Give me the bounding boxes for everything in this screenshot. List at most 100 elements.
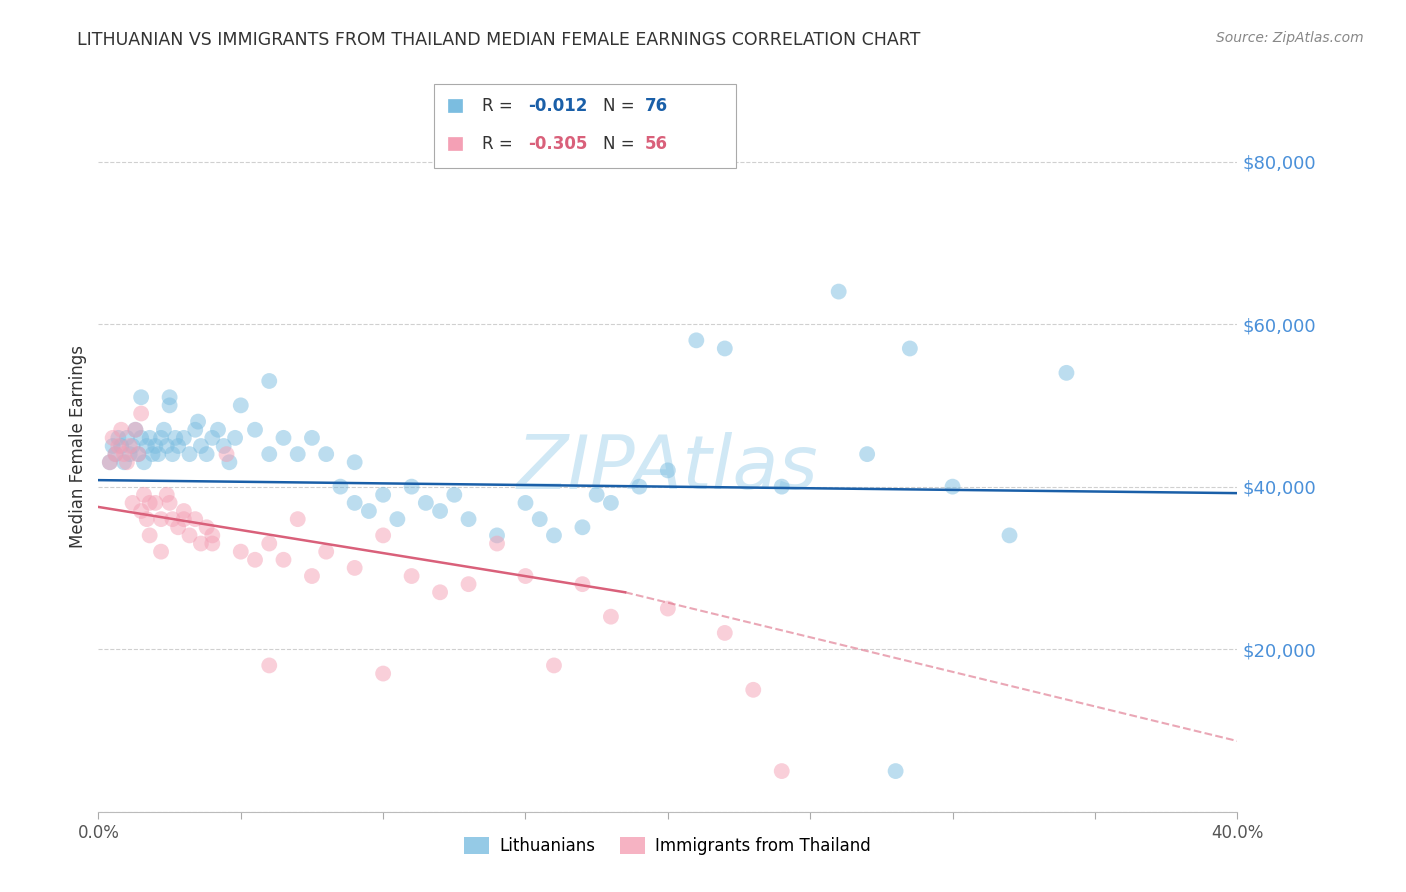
Point bbox=[770, 480, 793, 494]
Point bbox=[138, 496, 160, 510]
Point bbox=[195, 520, 218, 534]
Point bbox=[714, 342, 737, 356]
Point bbox=[132, 455, 155, 469]
Point bbox=[373, 528, 395, 542]
Point bbox=[112, 447, 135, 461]
Point bbox=[129, 390, 152, 404]
Point bbox=[207, 423, 229, 437]
Point bbox=[124, 423, 146, 437]
Point bbox=[159, 496, 181, 510]
Text: -0.305: -0.305 bbox=[527, 135, 588, 153]
Point bbox=[486, 528, 509, 542]
Point bbox=[156, 488, 179, 502]
Point bbox=[124, 423, 146, 437]
Point bbox=[190, 439, 212, 453]
Point bbox=[104, 447, 127, 461]
Point bbox=[387, 512, 409, 526]
Point bbox=[329, 480, 352, 494]
Point bbox=[742, 682, 765, 697]
Point bbox=[373, 666, 395, 681]
Point bbox=[132, 488, 155, 502]
Point bbox=[98, 455, 121, 469]
Point bbox=[212, 439, 235, 453]
Point bbox=[104, 447, 127, 461]
Point bbox=[167, 520, 190, 534]
Point bbox=[543, 528, 565, 542]
Point bbox=[110, 439, 132, 453]
Point bbox=[150, 431, 173, 445]
Point bbox=[429, 504, 451, 518]
Point bbox=[129, 431, 152, 445]
Point bbox=[287, 447, 309, 461]
Point bbox=[138, 431, 160, 445]
Point bbox=[145, 496, 167, 510]
Point bbox=[259, 536, 281, 550]
Point bbox=[195, 447, 218, 461]
Point bbox=[998, 528, 1021, 542]
Point bbox=[259, 658, 281, 673]
Point bbox=[942, 480, 965, 494]
Point bbox=[162, 512, 184, 526]
Point bbox=[259, 447, 281, 461]
Point bbox=[884, 764, 907, 778]
Point bbox=[243, 553, 266, 567]
Point bbox=[898, 342, 921, 356]
Text: 56: 56 bbox=[645, 135, 668, 153]
Point bbox=[571, 520, 593, 534]
Point bbox=[129, 504, 152, 518]
Point bbox=[401, 569, 423, 583]
Point bbox=[585, 488, 607, 502]
Point bbox=[628, 480, 651, 494]
Point bbox=[243, 423, 266, 437]
Point bbox=[259, 374, 281, 388]
Point bbox=[287, 512, 309, 526]
Point bbox=[600, 496, 623, 510]
FancyBboxPatch shape bbox=[434, 84, 737, 168]
Point bbox=[373, 488, 395, 502]
Text: 76: 76 bbox=[645, 97, 668, 115]
Point bbox=[112, 455, 135, 469]
Point bbox=[118, 447, 141, 461]
Point bbox=[301, 431, 323, 445]
Point bbox=[187, 415, 209, 429]
Point bbox=[301, 569, 323, 583]
Point bbox=[173, 431, 195, 445]
Point bbox=[115, 431, 138, 445]
Point bbox=[273, 553, 295, 567]
Point bbox=[343, 496, 366, 510]
Point bbox=[184, 423, 207, 437]
Point bbox=[179, 447, 201, 461]
Point bbox=[153, 423, 176, 437]
Point bbox=[121, 439, 143, 453]
FancyBboxPatch shape bbox=[449, 137, 463, 151]
Point bbox=[224, 431, 246, 445]
Point bbox=[107, 431, 129, 445]
Point bbox=[685, 334, 707, 348]
Point bbox=[443, 488, 465, 502]
Point bbox=[135, 512, 157, 526]
Point bbox=[315, 544, 337, 558]
Point bbox=[159, 398, 181, 412]
Point bbox=[184, 512, 207, 526]
Point bbox=[457, 512, 479, 526]
Point bbox=[343, 455, 366, 469]
Point bbox=[657, 601, 679, 615]
Point bbox=[115, 455, 138, 469]
Point bbox=[201, 536, 224, 550]
Point bbox=[165, 431, 187, 445]
Text: Source: ZipAtlas.com: Source: ZipAtlas.com bbox=[1216, 31, 1364, 45]
Text: N =: N = bbox=[603, 135, 640, 153]
Point bbox=[201, 528, 224, 542]
Point bbox=[457, 577, 479, 591]
Point bbox=[127, 447, 149, 461]
Point bbox=[138, 528, 160, 542]
Point bbox=[145, 439, 167, 453]
Text: LITHUANIAN VS IMMIGRANTS FROM THAILAND MEDIAN FEMALE EARNINGS CORRELATION CHART: LITHUANIAN VS IMMIGRANTS FROM THAILAND M… bbox=[77, 31, 921, 49]
Y-axis label: Median Female Earnings: Median Female Earnings bbox=[69, 344, 87, 548]
Point bbox=[156, 439, 179, 453]
Point bbox=[315, 447, 337, 461]
Point bbox=[129, 407, 152, 421]
Point bbox=[515, 569, 537, 583]
Point bbox=[401, 480, 423, 494]
Point bbox=[714, 626, 737, 640]
